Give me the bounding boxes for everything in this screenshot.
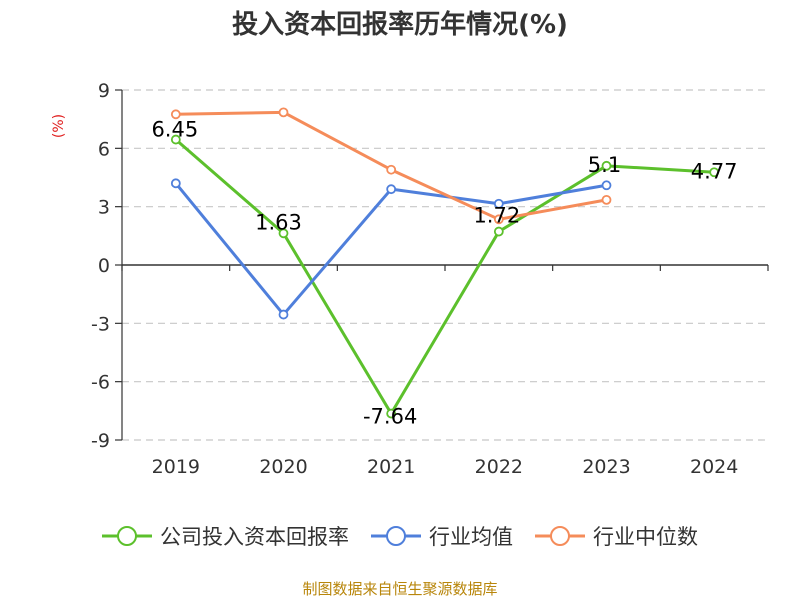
data-label: 4.77 xyxy=(691,159,738,183)
series-1-point xyxy=(170,134,181,145)
legend-marker-icon xyxy=(117,526,137,546)
data-label: -7.64 xyxy=(363,405,417,429)
y-axis-unit-label: (%) xyxy=(51,114,67,138)
data-labels: 6.45 1.63 -7.64 1.72 5.1 4.77 xyxy=(151,118,737,429)
legend-item-2[interactable]: 行业均值 xyxy=(371,525,513,549)
series-1-point xyxy=(278,228,289,239)
series-1-point xyxy=(493,226,504,237)
x-tick-label: 2024 xyxy=(690,456,738,478)
series-2-point xyxy=(601,180,612,191)
series-2-point xyxy=(493,198,504,209)
x-tick-label: 2022 xyxy=(475,456,523,478)
series-3-point xyxy=(601,194,612,205)
data-label: 1.72 xyxy=(473,204,520,228)
series-2-point xyxy=(278,309,289,320)
series-1-point xyxy=(601,160,612,171)
legend-label: 行业中位数 xyxy=(593,525,698,549)
y-tick-label: 3 xyxy=(98,197,110,219)
series-3-point xyxy=(386,164,397,175)
series-2-point xyxy=(170,178,181,189)
y-tick-label: -6 xyxy=(91,372,110,394)
legend-label: 行业均值 xyxy=(429,525,513,549)
series-line-2 xyxy=(174,182,607,317)
y-tick-label: -9 xyxy=(91,430,110,452)
y-tick-label: 9 xyxy=(98,80,110,102)
x-tick-label: 2021 xyxy=(367,456,415,478)
series-3-point xyxy=(170,109,181,120)
chart-title: 投入资本回报率历年情况(%) xyxy=(232,9,568,40)
legend-item-3[interactable]: 行业中位数 xyxy=(535,525,698,549)
legend-marker-icon xyxy=(550,526,570,546)
axes: 9 6 3 0 -3 -6 -9 2019 2020 2021 2022 2023 2024 xyxy=(91,80,769,478)
y-tick-label: -3 xyxy=(91,313,110,335)
legend-marker-icon xyxy=(386,526,406,546)
data-label: 1.63 xyxy=(255,210,302,234)
series-3-point xyxy=(493,214,504,225)
y-tick-label: 6 xyxy=(98,138,110,160)
x-tick-label: 2023 xyxy=(582,456,630,478)
source-note: 制图数据来自恒生聚源数据库 xyxy=(302,580,497,598)
y-tick-label: 0 xyxy=(98,255,110,277)
series-1-point xyxy=(386,408,397,419)
x-tick-label: 2020 xyxy=(259,456,307,478)
series-lines xyxy=(170,107,720,419)
data-label: 6.45 xyxy=(151,118,198,142)
legend-item-1[interactable]: 公司投入资本回报率 xyxy=(102,525,349,549)
series-1-point xyxy=(709,167,720,178)
legend[interactable]: 公司投入资本回报率 行业均值 行业中位数 xyxy=(102,525,698,549)
legend-label: 公司投入资本回报率 xyxy=(160,525,349,549)
series-2-point xyxy=(386,184,397,195)
series-line-1 xyxy=(174,138,715,416)
data-label: 5.1 xyxy=(588,153,621,177)
x-tick-label: 2019 xyxy=(152,456,200,478)
series-3-point xyxy=(278,107,289,118)
